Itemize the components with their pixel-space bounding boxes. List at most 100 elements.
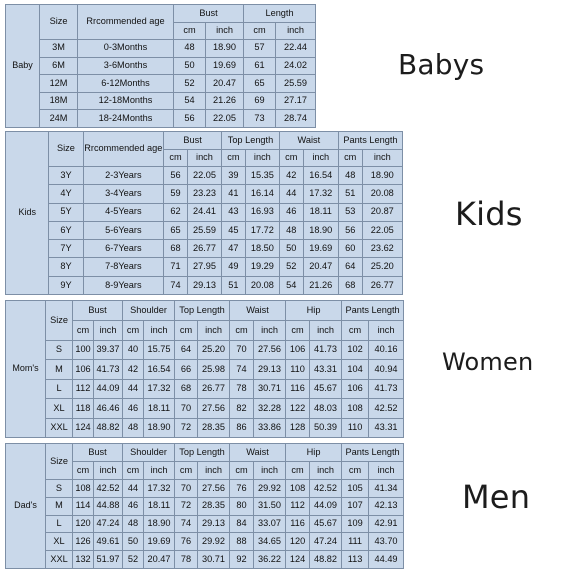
unit-inch: inch [368,461,405,480]
size-cell: 12M [39,74,78,93]
shoulder-cm-cell: 46 [122,496,145,516]
hip-inch-cell: 48.82 [309,550,343,569]
pants-length-inch-cell: 43.70 [368,532,405,552]
mom-size-section: Mom's Size Bust Shoulder Top Length Wais… [5,300,405,439]
pants-length-inch-cell: 41.73 [368,378,405,400]
bust-cm-cell: 62 [163,202,188,222]
waist-inch-cell: 36.22 [253,550,287,569]
unit-cm: cm [243,22,277,40]
unit-inch: inch [253,461,287,480]
table-row: 24M 18-24Months 56 22.05 73 28.74 [6,109,317,128]
age-cell: 3-4Years [82,184,165,204]
unit-cm: cm [229,461,255,480]
top-length-cm-cell: 43 [221,202,246,222]
pants-length-inch-cell: 42.91 [368,514,405,534]
table-row: L 120 47.24 48 18.90 74 29.13 84 33.07 1… [6,514,405,534]
top-length-cm-cell: 76 [174,532,199,552]
top-length-cm-cell: 70 [174,479,199,498]
top-length-inch-cell: 19.29 [244,257,280,277]
waist-cm-cell: 70 [229,339,255,361]
pants-length-cm-cell: 105 [341,479,370,498]
waist-inch-cell: 29.13 [253,359,287,380]
table-row: XXL 124 48.82 48 18.90 72 28.35 86 33.86… [6,417,405,439]
length-cm-cell: 57 [243,39,277,58]
shoulder-inch-cell: 18.90 [143,514,176,534]
bust-inch-cell: 22.05 [186,165,223,186]
header-waist: Waist [229,443,287,462]
waist-inch-cell: 20.47 [302,257,339,277]
length-inch-cell: 22.44 [275,39,317,58]
top-length-cm-cell: 51 [221,275,246,296]
waist-inch-cell: 31.50 [253,496,287,516]
table-row: 3Y 2-3Years 56 22.05 39 15.35 42 16.54 4… [6,165,404,186]
top-length-cm-cell: 39 [221,165,246,186]
top-length-inch-cell: 25.98 [197,359,231,380]
header-shoulder: Shoulder [122,300,176,321]
bust-inch-cell: 24.41 [186,202,223,222]
bust-inch-cell: 39.37 [92,339,124,361]
length-cm-cell: 73 [243,109,277,128]
top-length-inch-cell: 28.35 [197,417,231,439]
length-inch-cell: 25.59 [275,74,317,93]
top-length-inch-cell: 27.56 [197,398,231,419]
waist-cm-cell: 52 [278,257,304,277]
bust-cm-cell: 56 [173,109,206,128]
hip-cm-cell: 128 [285,417,311,439]
top-length-inch-cell: 15.35 [244,165,280,186]
age-cell: 5-6Years [82,220,165,241]
age-cell: 12-18Months [77,91,174,111]
size-cell: 7Y [48,239,84,259]
waist-cm-cell: 54 [278,275,304,296]
bust-inch-cell: 48.82 [92,417,124,439]
bust-inch-cell: 26.77 [186,239,223,259]
header-hip: Hip [285,443,343,462]
shoulder-cm-cell: 44 [122,378,145,400]
table-row: 5Y 4-5Years 62 24.41 43 16.93 46 18.11 5… [6,202,404,222]
pants-length-inch-cell: 40.94 [368,359,405,380]
shoulder-inch-cell: 17.32 [143,479,176,498]
shoulder-cm-cell: 40 [122,339,145,361]
top-length-inch-cell: 16.93 [244,202,280,222]
waist-cm-cell: 82 [229,398,255,419]
bust-cm-cell: 126 [72,532,94,552]
size-cell: 5Y [48,202,84,222]
shoulder-cm-cell: 44 [122,479,145,498]
bust-cm-cell: 108 [72,479,94,498]
unit-cm: cm [285,461,311,480]
header-pants-length: Pants Length [341,300,405,321]
top-length-cm-cell: 70 [174,398,199,419]
pants-length-cm-cell: 102 [341,339,370,361]
top-length-inch-cell: 18.50 [244,239,280,259]
pants-length-inch-cell: 42.13 [368,496,405,516]
top-length-cm-cell: 45 [221,220,246,241]
pants-length-inch-cell: 18.90 [361,165,404,186]
unit-cm: cm [278,149,304,167]
shoulder-cm-cell: 48 [122,514,145,534]
top-length-cm-cell: 68 [174,378,199,400]
unit-cm: cm [341,461,370,480]
top-length-cm-cell: 74 [174,514,199,534]
unit-cm: cm [174,461,199,480]
waist-inch-cell: 30.71 [253,378,287,400]
unit-inch: inch [244,149,280,167]
pants-length-inch-cell: 44.49 [368,550,405,569]
bust-cm-cell: 59 [163,184,188,204]
top-length-inch-cell: 27.56 [197,479,231,498]
header-recommended-age: Rrcommended age [82,131,165,167]
unit-cm: cm [285,320,311,341]
table-row: 7Y 6-7Years 68 26.77 47 18.50 50 19.69 6… [6,239,404,259]
pants-length-inch-cell: 20.87 [361,202,404,222]
bust-inch-cell: 20.47 [204,74,245,93]
waist-inch-cell: 32.28 [253,398,287,419]
header-top-length: Top Length [174,300,231,321]
length-inch-cell: 27.17 [275,91,317,111]
age-cell: 2-3Years [82,165,165,186]
unit-inch: inch [204,22,245,40]
group-label-moms: Mom's [5,300,46,438]
length-cm-cell: 61 [243,56,277,76]
size-cell: 8Y [48,257,84,277]
header-shoulder: Shoulder [122,443,176,462]
hip-cm-cell: 108 [285,479,311,498]
dad-size-section: Dad's Size Bust Shoulder Top Length Wais… [5,443,405,569]
unit-inch: inch [143,320,176,341]
